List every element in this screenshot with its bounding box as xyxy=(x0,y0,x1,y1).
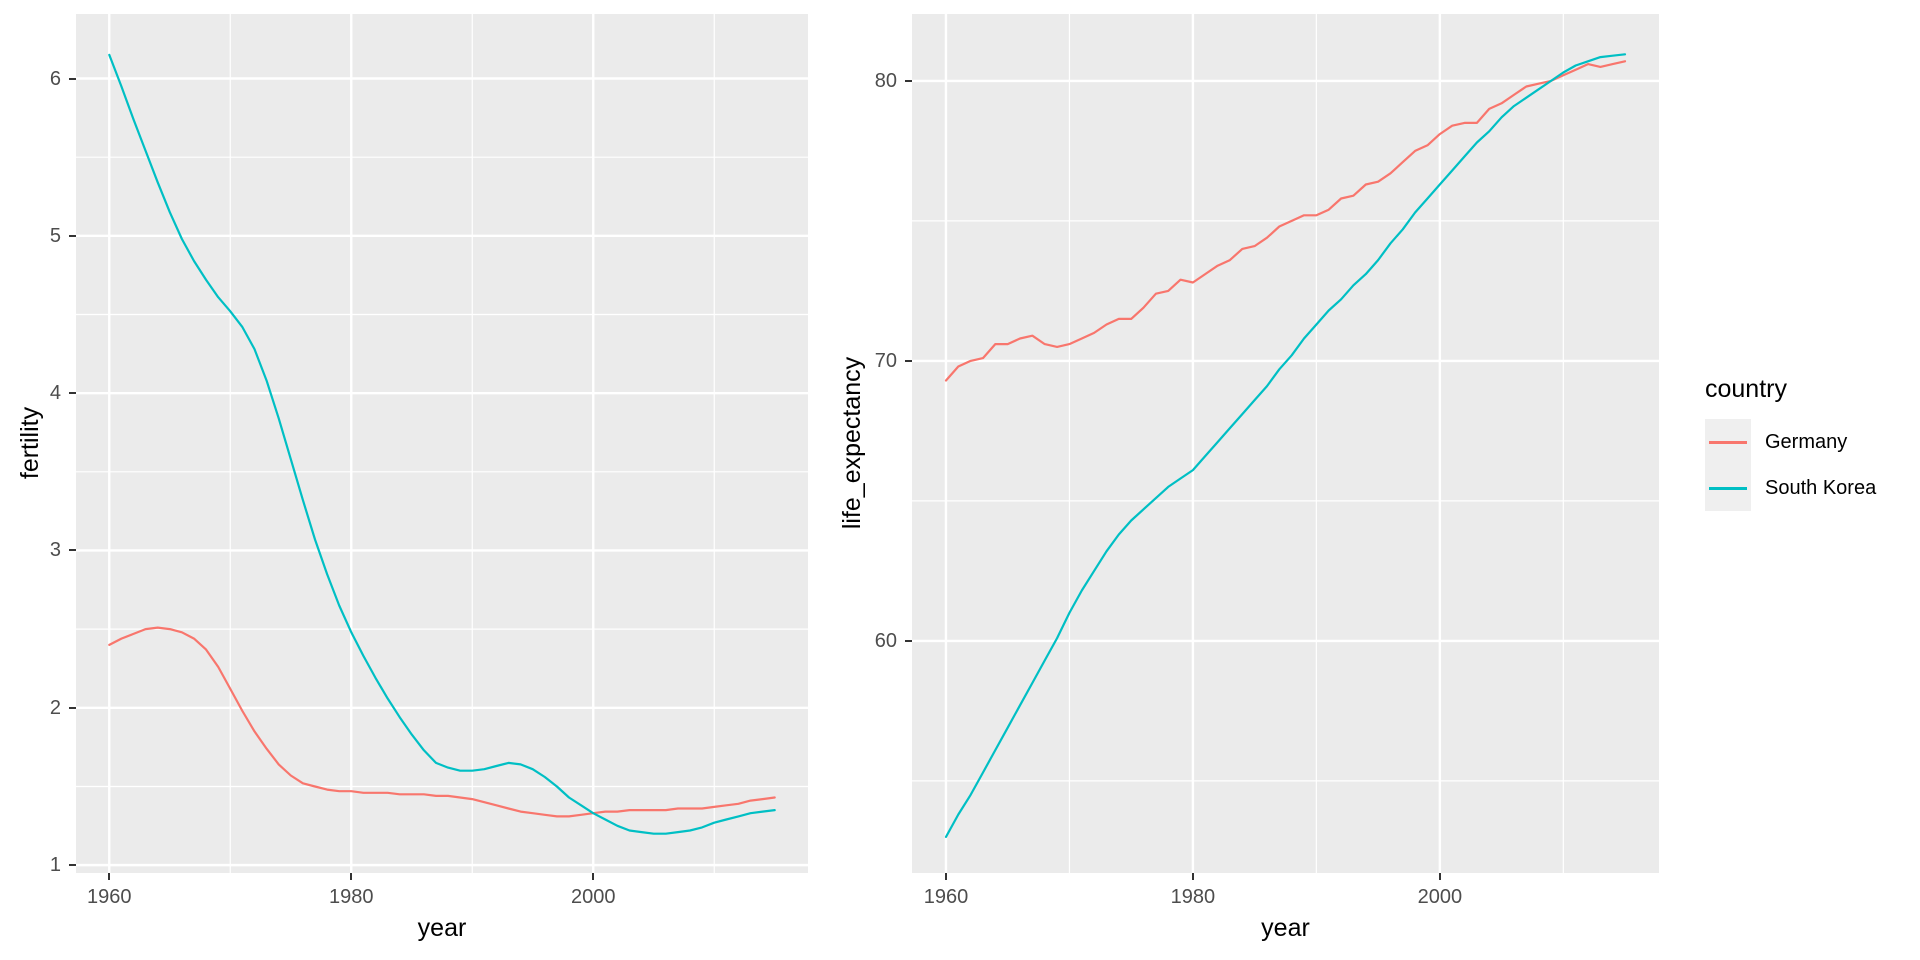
y-tick-mark xyxy=(905,79,912,82)
y-tick-mark xyxy=(69,77,76,80)
legend-title: country xyxy=(1705,375,1787,403)
y-tick-label: 60 xyxy=(874,629,897,652)
life-expectancy-panel xyxy=(912,14,1659,873)
x-tick-mark xyxy=(108,873,111,880)
life-expectancy-x-axis-title: year xyxy=(1261,914,1310,942)
y-tick-mark xyxy=(69,549,76,552)
x-tick-label: 2000 xyxy=(570,886,616,908)
fertility-panel xyxy=(76,14,808,873)
y-tick-mark xyxy=(69,864,76,867)
south-korea-legend-label: South Korea xyxy=(1765,476,1877,499)
x-tick-mark xyxy=(1191,873,1194,880)
germany-legend-key xyxy=(1705,419,1751,465)
y-tick-label: 3 xyxy=(49,539,61,562)
y-tick-mark xyxy=(69,392,76,395)
x-tick-mark xyxy=(350,873,353,880)
y-tick-label: 70 xyxy=(874,349,897,372)
x-tick-label: 1980 xyxy=(1170,886,1216,908)
x-tick-mark xyxy=(944,873,947,880)
y-tick-label: 5 xyxy=(49,224,61,247)
x-tick-label: 1960 xyxy=(87,886,132,908)
germany-line-icon xyxy=(1709,440,1747,444)
y-tick-label: 4 xyxy=(49,382,61,405)
x-tick-label: 1960 xyxy=(923,886,969,908)
y-tick-label: 2 xyxy=(49,696,61,719)
y-tick-mark xyxy=(69,234,76,237)
legend-item-germany: Germany xyxy=(1705,419,1876,465)
x-tick-mark xyxy=(592,873,595,880)
y-tick-mark xyxy=(69,706,76,709)
legend: country Germany South Korea xyxy=(1705,374,1876,511)
y-tick-mark xyxy=(905,639,912,642)
y-tick-label: 6 xyxy=(49,67,61,90)
south-korea-line-icon xyxy=(1709,486,1747,490)
x-tick-label: 2000 xyxy=(1417,886,1463,908)
fertility-x-axis-title: year xyxy=(417,914,467,942)
legend-item-south-korea: South Korea xyxy=(1705,465,1876,511)
south-korea-legend-key xyxy=(1705,465,1751,511)
germany-legend-label: Germany xyxy=(1765,430,1848,453)
x-tick-label: 1980 xyxy=(329,886,374,908)
x-tick-mark xyxy=(1438,873,1441,880)
y-tick-mark xyxy=(905,359,912,362)
y-tick-label: 80 xyxy=(874,69,897,92)
y-tick-label: 1 xyxy=(49,854,61,877)
